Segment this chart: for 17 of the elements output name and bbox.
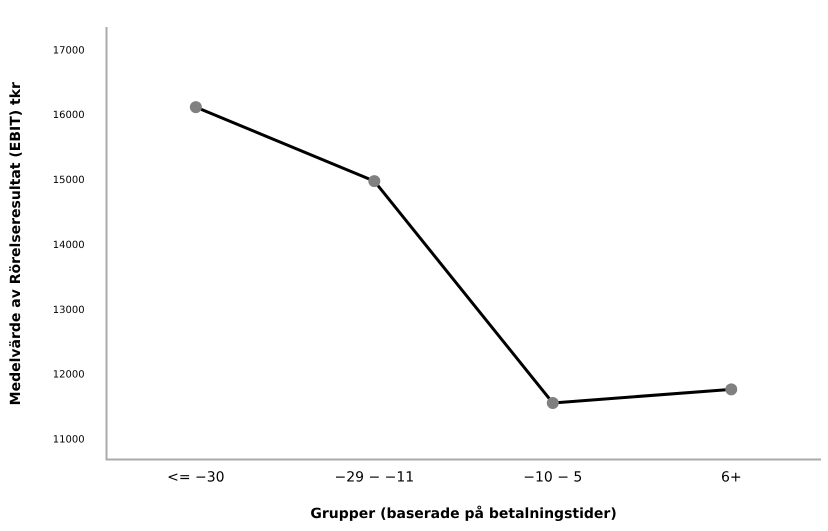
y-tick-label: 13000: [52, 304, 85, 316]
y-tick-label: 16000: [52, 110, 85, 122]
point: [725, 383, 738, 396]
y-tick-label: 17000: [52, 45, 85, 56]
y-tick-label: 14000: [52, 240, 85, 251]
point: [546, 396, 559, 409]
y-axis-title: Medelvärde av Rörelseresultat (EBIT) tkr: [8, 82, 24, 406]
point: [368, 175, 380, 188]
point: [190, 101, 202, 114]
x-tick-label: −10 − 5: [523, 469, 582, 486]
y-tick-label: 11000: [52, 434, 85, 446]
x-tick-label: −29 − −11: [334, 469, 414, 486]
y-tick-label: 12000: [52, 370, 85, 381]
x-tick-label: <= −30: [167, 469, 225, 486]
x-axis-title: Grupper (baserade på betalningstider): [310, 505, 617, 522]
y-tick-label: 15000: [52, 175, 85, 186]
x-tick-label: 6+: [720, 469, 742, 486]
